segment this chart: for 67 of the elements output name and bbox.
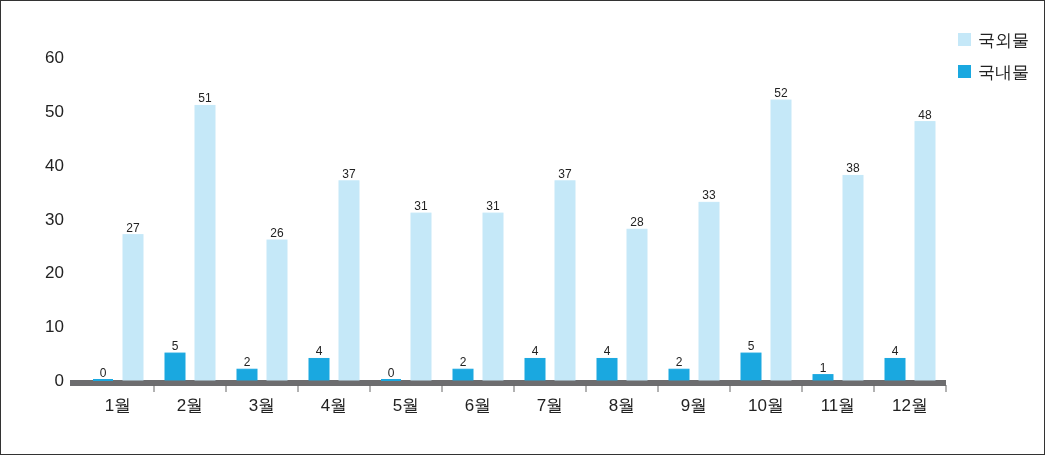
- x-tick-label: 6월: [464, 396, 492, 415]
- x-tick-label: 11월: [820, 396, 856, 415]
- data-label: 0: [99, 366, 107, 380]
- data-label: 2: [459, 355, 467, 370]
- legend-label: 국외물: [978, 31, 1029, 50]
- data-label: 26: [270, 226, 284, 241]
- data-label: 2: [675, 355, 683, 370]
- legend-label: 국내물: [978, 63, 1029, 82]
- y-tick-label: 20: [45, 263, 64, 283]
- bar: [596, 357, 618, 381]
- bar: [626, 228, 648, 381]
- bar: [122, 234, 144, 381]
- data-label: 31: [414, 199, 428, 214]
- data-label: 31: [486, 199, 500, 214]
- data-label: 37: [558, 166, 572, 181]
- data-label: 1: [819, 360, 827, 375]
- bar: [524, 357, 546, 381]
- x-tick-label: 2월: [176, 396, 204, 415]
- x-tick-label: 10월: [748, 396, 784, 415]
- x-tick-label: 4월: [320, 396, 348, 415]
- data-label: 4: [603, 344, 611, 359]
- x-tick-label: 1월: [104, 396, 132, 415]
- data-label: 37: [342, 166, 356, 181]
- y-tick-label: 40: [45, 155, 64, 175]
- x-tick-label: 8월: [608, 396, 636, 415]
- data-label: 5: [171, 339, 179, 354]
- data-label: 2: [243, 355, 251, 370]
- x-tick-label: 5월: [392, 396, 420, 415]
- bar: [770, 99, 792, 381]
- data-label: 33: [702, 188, 716, 203]
- data-label: 5: [747, 339, 755, 354]
- data-label: 28: [630, 215, 644, 230]
- data-label: 27: [126, 220, 140, 235]
- bar: [194, 104, 216, 381]
- bar: [812, 374, 834, 381]
- bar: [308, 357, 330, 381]
- bar: [266, 239, 288, 381]
- data-label: 0: [387, 366, 395, 380]
- bar: [164, 352, 186, 381]
- bar: [236, 368, 258, 381]
- bar: [884, 357, 906, 381]
- data-label: 51: [198, 91, 212, 106]
- bar: [338, 180, 360, 381]
- x-tick-label: 12월: [892, 396, 928, 415]
- bar: [698, 201, 720, 381]
- data-label: 4: [531, 344, 539, 359]
- bar: [452, 368, 474, 381]
- bar: [668, 368, 690, 381]
- bar: [740, 352, 762, 381]
- data-label: 4: [891, 344, 899, 359]
- y-tick-label: 0: [54, 371, 64, 390]
- bar: [914, 121, 936, 381]
- bar: [410, 212, 432, 381]
- x-tick-label: 7월: [536, 396, 564, 415]
- y-tick-label: 60: [45, 48, 64, 67]
- bar: [842, 174, 864, 381]
- y-tick-label: 50: [45, 101, 64, 121]
- x-tick-label: 9월: [680, 396, 708, 415]
- data-label: 38: [846, 161, 860, 176]
- bar: [482, 212, 504, 381]
- bar: [554, 180, 576, 381]
- y-tick-label: 10: [45, 317, 64, 337]
- data-label: 4: [315, 344, 323, 359]
- data-label: 48: [918, 107, 932, 122]
- x-tick-label: 3월: [248, 396, 276, 415]
- y-tick-label: 30: [45, 209, 64, 229]
- data-label: 52: [774, 86, 788, 101]
